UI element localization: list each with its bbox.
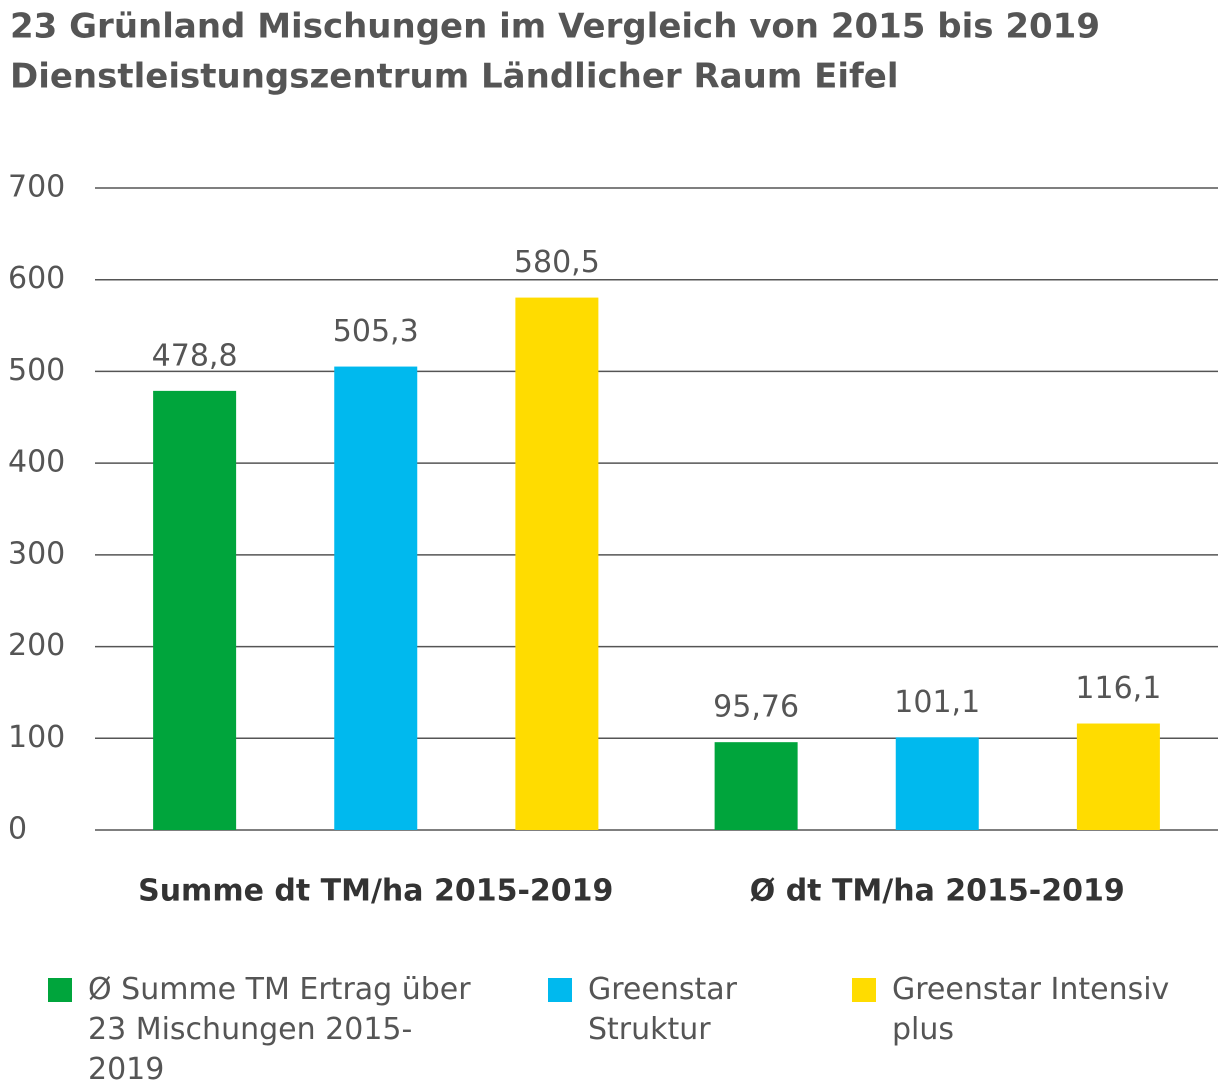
x-tick-label: Summe dt TM/ha 2015-2019 [138,874,613,909]
bar [1076,723,1160,830]
legend-label: Greenstar Struktur [588,972,737,1047]
y-tick-label: 500 [8,353,65,388]
y-tick-label: 700 [8,170,65,205]
legend-item: Ø Summe TM Ertrag über 23 Mischungen 201… [48,970,488,1090]
value-label: 478,8 [152,338,238,373]
value-label: 580,5 [514,245,600,280]
chart-subtitle: Dienstleistungszentrum Ländlicher Raum E… [10,57,898,97]
y-tick-label: 600 [8,261,65,296]
chart: 23 Grünland Mischungen im Vergleich von … [8,7,1218,909]
legend-item: Greenstar Struktur [548,970,838,1050]
value-label: 116,1 [1075,671,1161,706]
legend-label: Ø Summe TM Ertrag über 23 Mischungen 201… [88,972,471,1087]
bar [714,742,798,830]
value-label: 95,76 [713,690,799,725]
value-label: 505,3 [333,314,419,349]
y-tick-label: 0 [8,812,27,847]
legend-swatch [852,978,876,1002]
legend-item: Greenstar Intensiv plus [852,970,1230,1050]
bar [895,737,979,830]
y-tick-label: 200 [8,628,65,663]
chart-title: 23 Grünland Mischungen im Vergleich von … [10,7,1100,47]
legend-swatch [548,978,572,1002]
legend: Ø Summe TM Ertrag über 23 Mischungen 201… [48,970,1230,1087]
legend-label: Greenstar Intensiv plus [892,972,1170,1047]
bar [515,297,599,830]
value-label: 101,1 [894,685,980,720]
bar [334,366,418,830]
page: {"chart_data": {"type": "bar", "title": … [8,6,1230,1087]
legend-swatch [48,978,72,1002]
bar [153,390,237,830]
y-tick-label: 300 [8,536,65,571]
y-tick-label: 400 [8,445,65,480]
y-tick-label: 100 [8,720,65,755]
x-tick-label: Ø dt TM/ha 2015-2019 [750,874,1125,909]
